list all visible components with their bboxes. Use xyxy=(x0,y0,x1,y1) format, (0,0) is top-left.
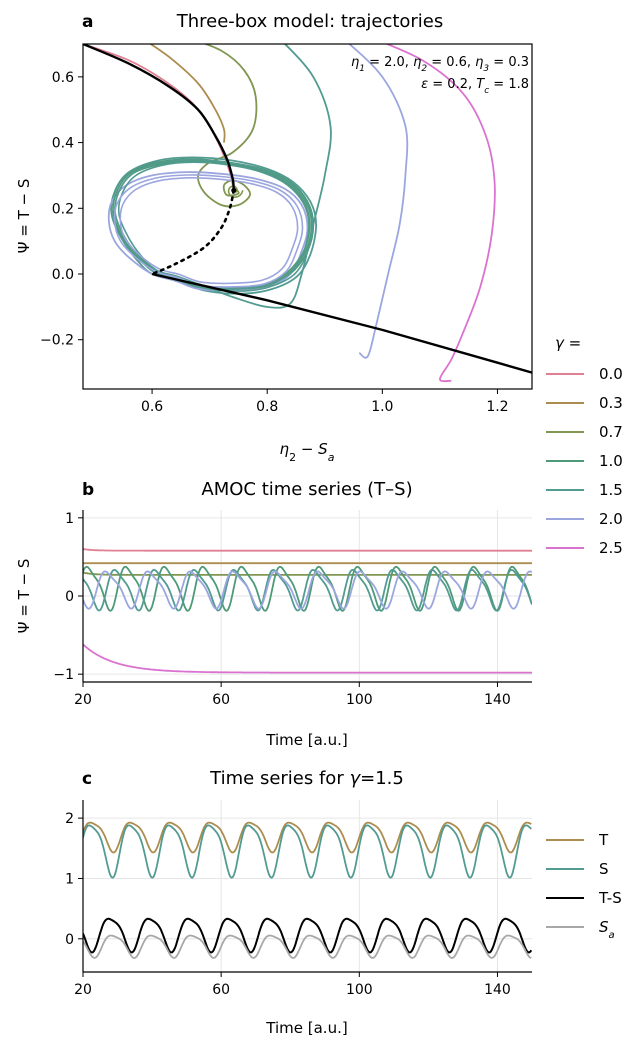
panel-c-plot-area xyxy=(83,800,532,972)
panel-c: c Time series for γ=1.5 20 60 100 140 0 1 2 Ti… xyxy=(65,768,622,1037)
gamma-legend-entries: 0.0 0.3 0.7 1.0 1.5 2.0 2.5 xyxy=(546,365,623,557)
panel-b-y-axis-label: Ψ = T − S xyxy=(15,559,33,634)
panel-c-legend-entry: S xyxy=(546,860,609,878)
trajectory-gamma-0.3 xyxy=(149,44,226,143)
panel-c-series xyxy=(83,800,532,972)
y-tick-label: 0 xyxy=(65,589,74,605)
gamma-legend-entry: 2.5 xyxy=(546,539,623,557)
panel-b-title: AMOC time series (T–S) xyxy=(201,479,412,500)
x-tick-label: 140 xyxy=(484,982,511,998)
trajectory-gamma-2.0 xyxy=(107,171,309,292)
gamma-legend-entry: 1.5 xyxy=(546,481,623,499)
panel-b-x-axis-label: Time [a.u.] xyxy=(265,731,347,749)
legend-label: Sa xyxy=(599,918,615,941)
trajectory-gamma-0.0 xyxy=(83,44,235,191)
unstable-equilibrium-branch xyxy=(150,188,236,276)
panel-c-legend: TS T-S Sa xyxy=(546,831,622,941)
y-tick-label: 2 xyxy=(65,811,74,827)
gamma-legend-entry: 0.0 xyxy=(546,365,623,383)
panel-a-parameters-line2: ε = 0.2, Tc = 1.8 xyxy=(421,77,529,96)
x-tick-label: 60 xyxy=(212,692,230,708)
panel-c-legend-entry: T-S xyxy=(546,889,622,907)
limit-cycle-loop xyxy=(113,174,304,288)
legend-label: 0.0 xyxy=(599,365,623,383)
legend-label: T xyxy=(598,831,609,849)
panel-a-plot-area xyxy=(83,44,532,383)
x-tick-label: 60 xyxy=(212,982,230,998)
lower-equilibrium-branch xyxy=(151,272,532,374)
y-tick-label: −1 xyxy=(53,667,74,683)
legend-label: 0.3 xyxy=(599,394,623,412)
x-tick-label: 100 xyxy=(346,982,373,998)
legend-label: 1.5 xyxy=(599,481,623,499)
panel-c-x-axis-label: Time [a.u.] xyxy=(265,1019,347,1037)
y-tick-label: −0.2 xyxy=(40,333,74,349)
gamma-legend-entry: 2.0 xyxy=(546,510,623,528)
legend-label: 0.7 xyxy=(599,423,623,441)
limit-cycle-loop xyxy=(114,158,314,293)
gamma-legend-entry: 1.0 xyxy=(546,452,623,470)
y-tick-label: 0.2 xyxy=(52,201,74,217)
panel-c-axes: 20 60 100 140 0 1 2 xyxy=(65,800,532,998)
panel-b-plot-area xyxy=(83,510,532,682)
trajectory-gamma-0.7 xyxy=(197,44,258,208)
legend-label: 2.5 xyxy=(599,539,623,557)
panel-c-legend-entry: Sa xyxy=(546,918,615,941)
panel-a-label: a xyxy=(82,12,93,32)
trajectory-gamma-2.5 xyxy=(384,44,496,383)
stable-equilibrium-branch xyxy=(83,44,235,191)
legend-label: 1.0 xyxy=(599,452,623,470)
gamma-legend-title: γ = xyxy=(555,334,581,352)
x-tick-label: 100 xyxy=(346,692,373,708)
panel-b: b AMOC time series (T–S) 20 60 100 140−101 … xyxy=(15,479,532,749)
amoc-series-gamma-0.0 xyxy=(83,548,532,552)
axes-frame xyxy=(82,43,533,390)
trajectory-gamma-2.0-transient xyxy=(348,44,409,359)
x-tick-label: 20 xyxy=(74,982,92,998)
amoc-series-gamma-0.7 xyxy=(83,571,532,576)
panel-c-legend-entry: T xyxy=(546,831,609,849)
panel-a-series xyxy=(83,44,532,383)
amoc-series-gamma-1.5 xyxy=(83,568,532,612)
gamma-legend-entry: 0.3 xyxy=(546,394,623,412)
panel-a-y-axis-label: Ψ = T − S xyxy=(15,179,33,254)
limit-cycle-loop xyxy=(117,161,310,290)
limit-cycle-loop xyxy=(119,176,299,285)
legend-label: T-S xyxy=(598,889,622,907)
x-tick-label: 140 xyxy=(484,692,511,708)
y-tick-label: 0.4 xyxy=(52,136,74,152)
series-s-a xyxy=(83,934,532,959)
amoc-series-gamma-2.5 xyxy=(83,643,532,674)
gamma-legend-entry: 0.7 xyxy=(546,423,623,441)
gamma-legend: γ = 0.0 0.3 0.7 1.0 1.5 2.0 2.5 xyxy=(546,334,623,557)
series-s xyxy=(83,824,532,879)
fixed-point-marker xyxy=(231,187,237,193)
legend-label: S xyxy=(599,860,609,878)
y-tick-label: 1 xyxy=(65,511,74,527)
y-tick-label: 0.6 xyxy=(52,70,74,86)
x-tick-label: 0.8 xyxy=(256,399,278,415)
panel-a: a Three-box model: trajectories 0.6 0.8 1.… xyxy=(15,11,533,464)
legend-label: 2.0 xyxy=(599,510,623,528)
x-tick-label: 1.0 xyxy=(371,399,393,415)
panel-c-title: Time series for γ=1.5 xyxy=(209,768,404,789)
x-tick-label: 20 xyxy=(74,692,92,708)
panel-a-axes: 0.6 0.8 1.0 1.2 −0.2 0.0 0.2 0.4 0.6 xyxy=(40,43,533,415)
y-tick-label: 0 xyxy=(65,932,74,948)
series-t-s xyxy=(83,917,532,954)
x-tick-label: 0.6 xyxy=(141,399,163,415)
x-tick-label: 1.2 xyxy=(486,399,508,415)
panel-b-label: b xyxy=(82,480,94,500)
panel-c-label: c xyxy=(82,769,92,789)
panel-a-x-axis-label: η2 − Sa xyxy=(280,440,335,464)
panel-a-parameters-line1: η1 = 2.0, η2 = 0.6, η3 = 0.3 xyxy=(351,55,529,74)
amoc-series-gamma-2.0 xyxy=(83,570,532,610)
panel-b-axes: 20 60 100 140 −1 0 1 xyxy=(53,510,532,708)
y-tick-label: 1 xyxy=(65,871,74,887)
panel-a-title: Three-box model: trajectories xyxy=(176,11,444,32)
y-tick-label: 0.0 xyxy=(52,267,74,283)
panel-b-series xyxy=(83,510,532,682)
series-t xyxy=(83,821,532,854)
